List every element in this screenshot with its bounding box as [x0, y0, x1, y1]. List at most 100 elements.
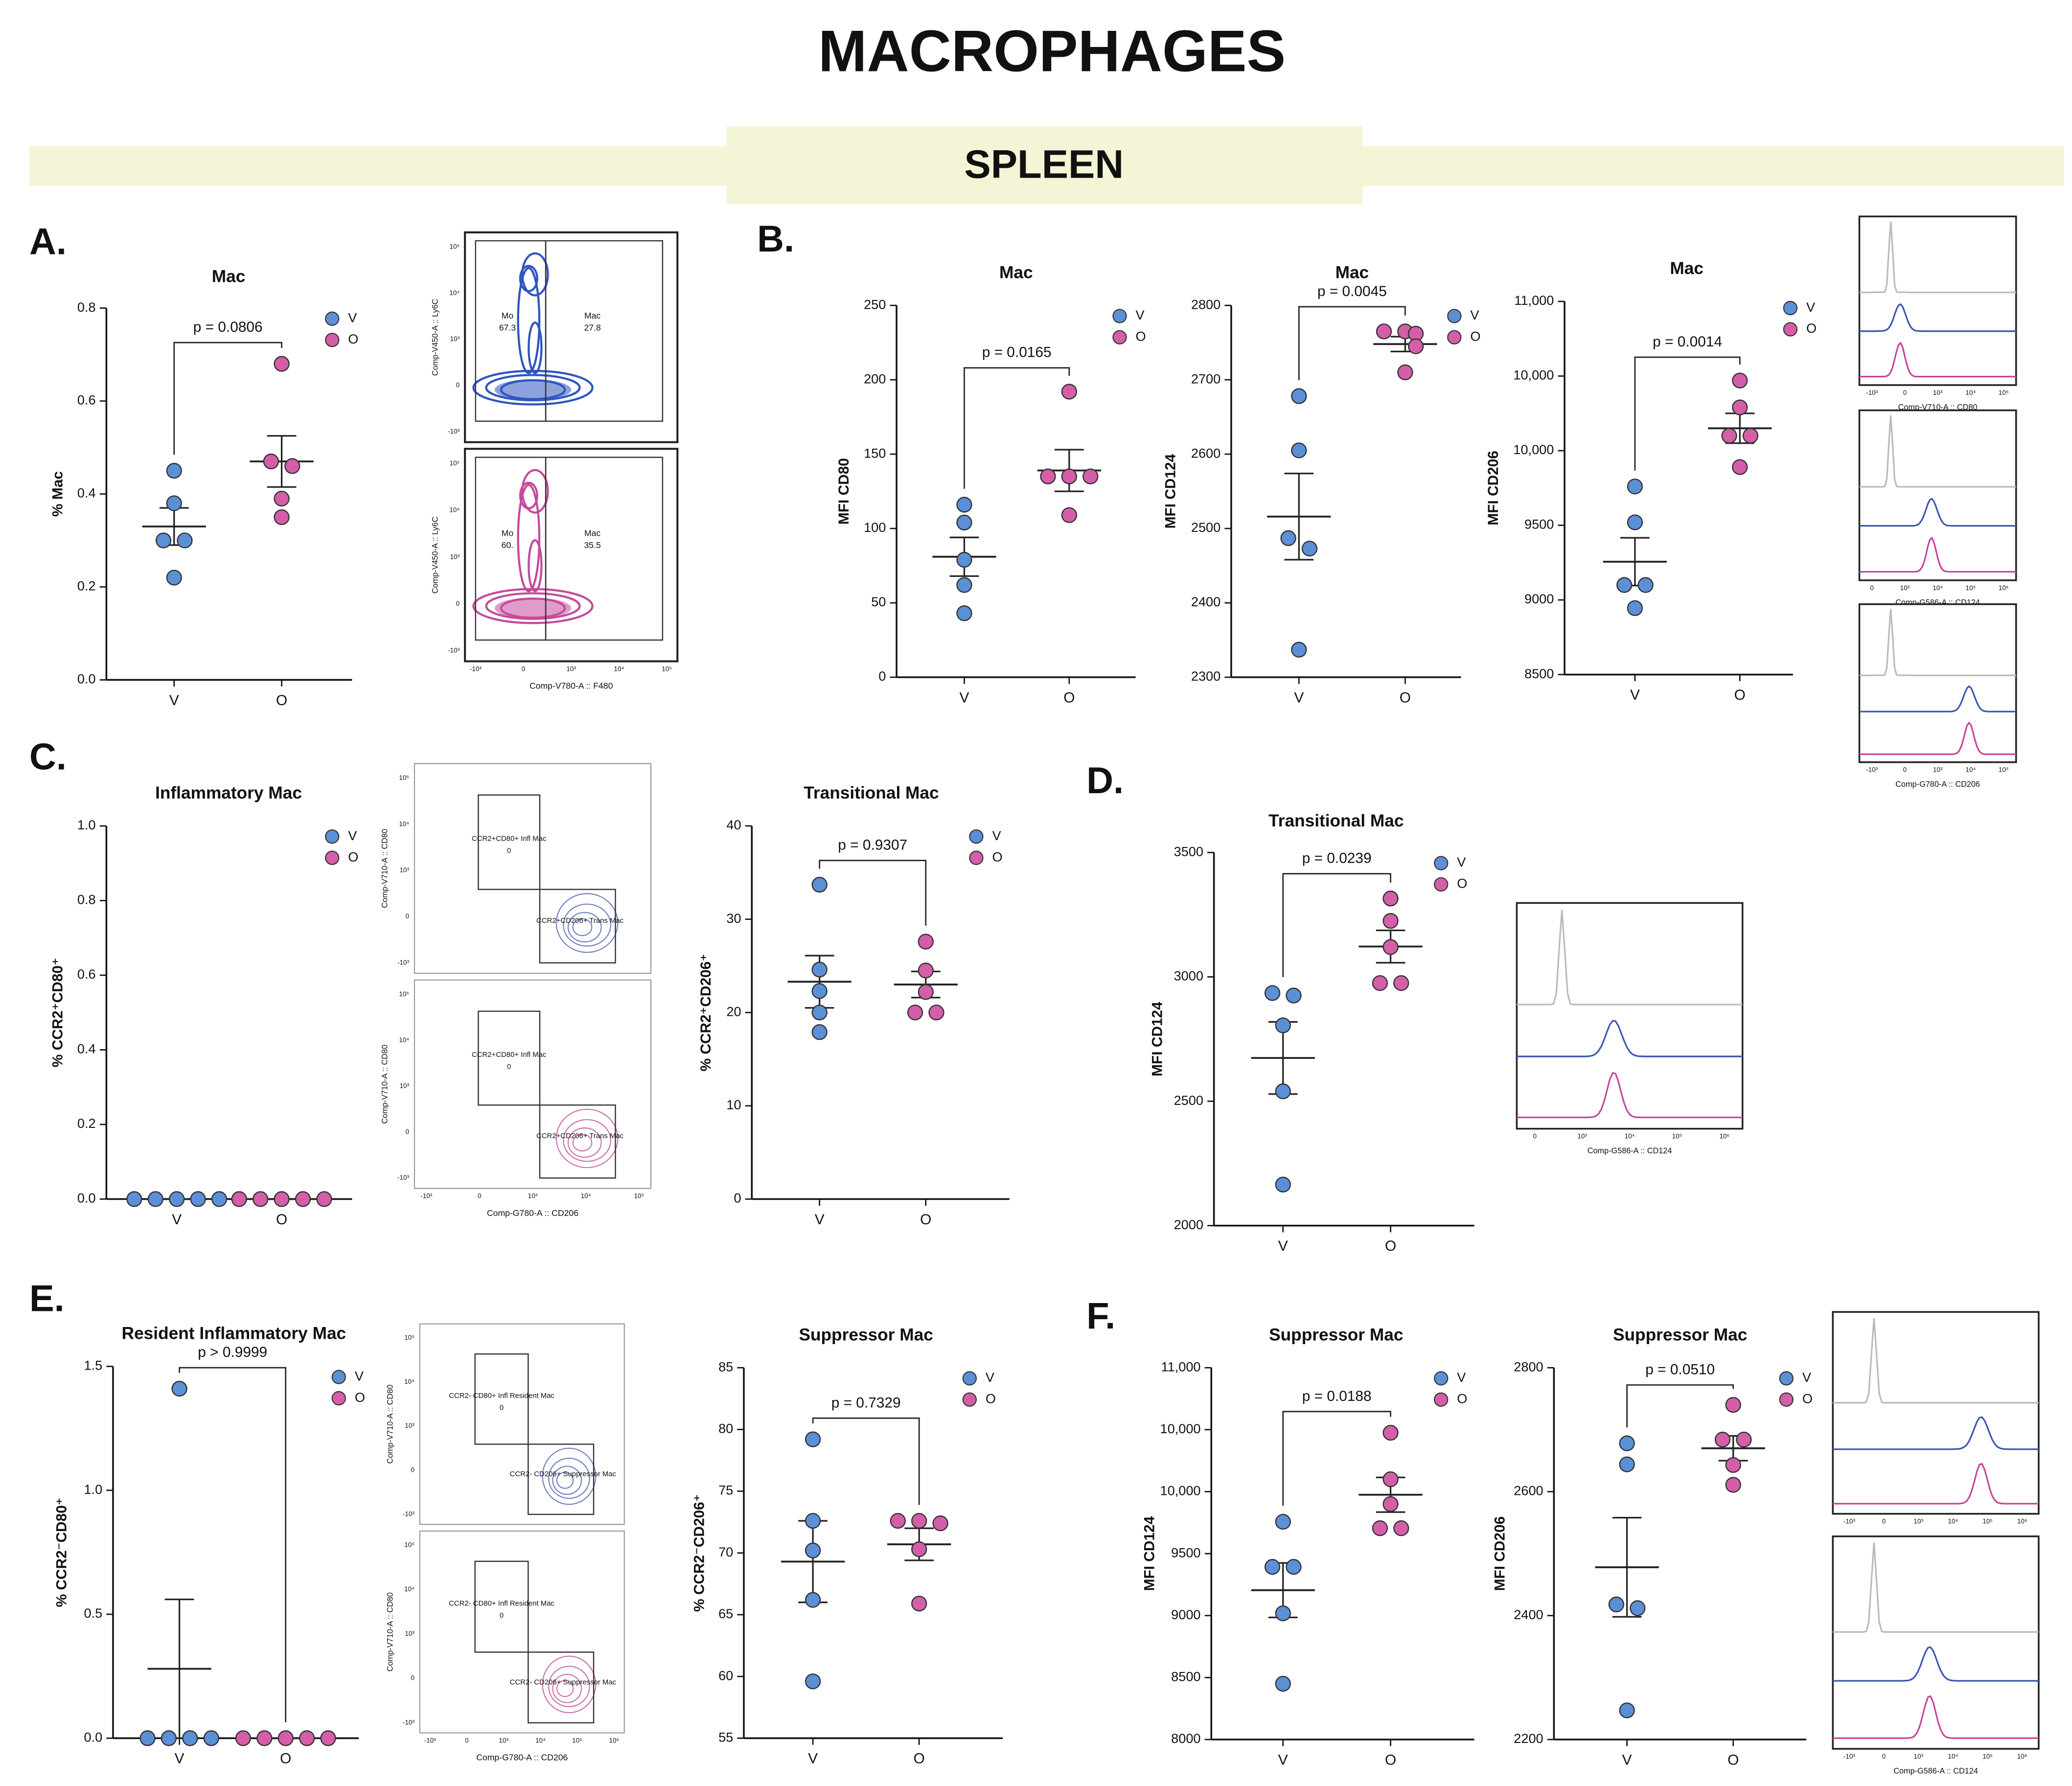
- y-axis-label: MFI CD206: [1485, 451, 1501, 526]
- x-tick-label: V: [169, 692, 179, 709]
- histogram-x-tick: 0: [1882, 1518, 1886, 1525]
- data-point: [1061, 468, 1077, 484]
- flow-x-tick: 10⁵: [572, 1737, 582, 1744]
- data-point: [805, 1673, 821, 1690]
- data-point: [1714, 1431, 1731, 1448]
- data-point: [1291, 641, 1307, 658]
- contour-core: [494, 379, 572, 400]
- data-point: [911, 1596, 927, 1612]
- data-point: [1372, 975, 1388, 991]
- flow-y-tick: 10⁵: [450, 459, 460, 467]
- y-tick-label: 40: [726, 817, 741, 832]
- data-point: [811, 962, 828, 978]
- data-point: [1280, 530, 1296, 546]
- data-point: [932, 1515, 948, 1532]
- gate: [478, 1010, 541, 1106]
- flow-x-label: Comp-G780-A :: CD206: [487, 1208, 578, 1218]
- flow-x-tick: 10⁵: [634, 1192, 645, 1200]
- histogram-x-tick: 10³: [1913, 1753, 1923, 1760]
- chart-title: Transitional Mac: [1268, 811, 1404, 830]
- contour: [542, 1655, 597, 1714]
- legend-marker: [325, 333, 340, 347]
- data-point: [956, 514, 972, 531]
- histogram-x-tick: 10⁵: [1982, 1753, 1993, 1760]
- gate: [545, 457, 664, 641]
- chart-title: Mac: [999, 263, 1033, 282]
- flow-x-tick: 10³: [499, 1737, 508, 1744]
- y-tick-label: 250: [864, 297, 886, 312]
- x-tick-label: O: [914, 1751, 925, 1767]
- histogram-x-tick: 10⁴: [1965, 389, 1976, 396]
- legend-label: O: [1806, 321, 1817, 336]
- data-point: [295, 1191, 311, 1207]
- flow-y-tick: 10³: [450, 553, 460, 560]
- data-point: [1742, 428, 1759, 444]
- data-point: [1275, 1176, 1291, 1193]
- flow-y-tick: -10³: [448, 646, 460, 654]
- y-tick-label: 11,000: [1161, 1359, 1201, 1374]
- flow-y-label: Comp-V450-A :: Ly6C: [431, 298, 440, 376]
- flow-x-tick: -10³: [420, 1192, 433, 1200]
- flow-y-tick: -10³: [397, 959, 410, 966]
- gate-label: 67.3: [499, 322, 516, 332]
- contour: [563, 903, 611, 947]
- chart-title: Resident Inflammatory Mac: [122, 1324, 346, 1343]
- data-point: [166, 570, 182, 586]
- contour: [542, 1447, 597, 1505]
- flow-y-tick: 10³: [405, 1630, 414, 1637]
- flow-x-tick: 10⁶: [609, 1737, 620, 1744]
- y-tick-label: 2800: [1514, 1359, 1543, 1374]
- panel-label: C.: [29, 736, 67, 778]
- flow-x-tick: 10⁴: [535, 1737, 546, 1744]
- data-point: [1616, 577, 1633, 593]
- flow-y-label: Comp-V710-A :: CD80: [386, 1385, 394, 1464]
- chart-title: Mac: [1670, 259, 1704, 278]
- flow-x-tick: -10³: [470, 665, 482, 672]
- legend-marker: [1434, 856, 1449, 870]
- p-value: p = 0.9307: [838, 837, 907, 853]
- flow-y-tick: 10⁵: [404, 1541, 414, 1548]
- flow-y-label: Comp-V710-A :: CD80: [386, 1592, 394, 1672]
- gate-label: CCR2+CD80+ Infl Mac: [472, 835, 547, 843]
- flow-y-tick: 0: [456, 600, 460, 607]
- y-tick-label: 0: [878, 668, 886, 684]
- data-point: [918, 934, 934, 950]
- contour: [528, 321, 543, 374]
- y-tick-label: 0.2: [77, 1116, 96, 1131]
- y-tick-label: 9000: [1171, 1607, 1200, 1622]
- data-point: [203, 1730, 219, 1746]
- histogram-x-tick: 0: [1882, 1753, 1886, 1760]
- data-point: [928, 1005, 944, 1021]
- data-point: [1382, 913, 1399, 929]
- data-point: [277, 1730, 294, 1746]
- flow-y-tick: 10³: [450, 335, 460, 343]
- gate-label: Mac: [584, 311, 600, 321]
- y-tick-label: 2300: [1191, 668, 1220, 684]
- histogram-x-tick: 10³: [1577, 1133, 1587, 1140]
- histogram-x-label: Comp-G780-A :: CD206: [1895, 780, 1980, 789]
- band-title: SPLEEN: [964, 142, 1124, 186]
- y-tick-label: 2200: [1514, 1731, 1543, 1746]
- y-tick-label: 1.0: [77, 817, 96, 832]
- data-point: [811, 1005, 828, 1021]
- significance-bracket: [173, 342, 282, 455]
- y-tick-label: 8500: [1524, 666, 1554, 681]
- data-point: [1627, 514, 1643, 530]
- x-tick-label: O: [1385, 1752, 1396, 1768]
- flow-y-tick: -10³: [448, 428, 460, 435]
- data-point: [1061, 507, 1077, 523]
- gate-label: 0: [507, 847, 511, 855]
- histogram-x-tick: 10³: [1913, 1518, 1923, 1525]
- y-axis-label: % CCR2⁻CD206⁺: [691, 1494, 707, 1611]
- flow-frame: [419, 1530, 625, 1734]
- p-value: p = 0.7329: [831, 1395, 901, 1411]
- histogram-frame: [1858, 603, 2017, 763]
- y-tick-label: 0.0: [77, 1191, 96, 1206]
- histogram-trace: [1833, 1416, 2039, 1450]
- y-tick-label: 0.0: [77, 671, 96, 687]
- significance-bracket: [1282, 873, 1391, 977]
- data-point: [1372, 1520, 1388, 1536]
- x-tick-label: O: [1063, 689, 1075, 706]
- data-point: [805, 1512, 821, 1529]
